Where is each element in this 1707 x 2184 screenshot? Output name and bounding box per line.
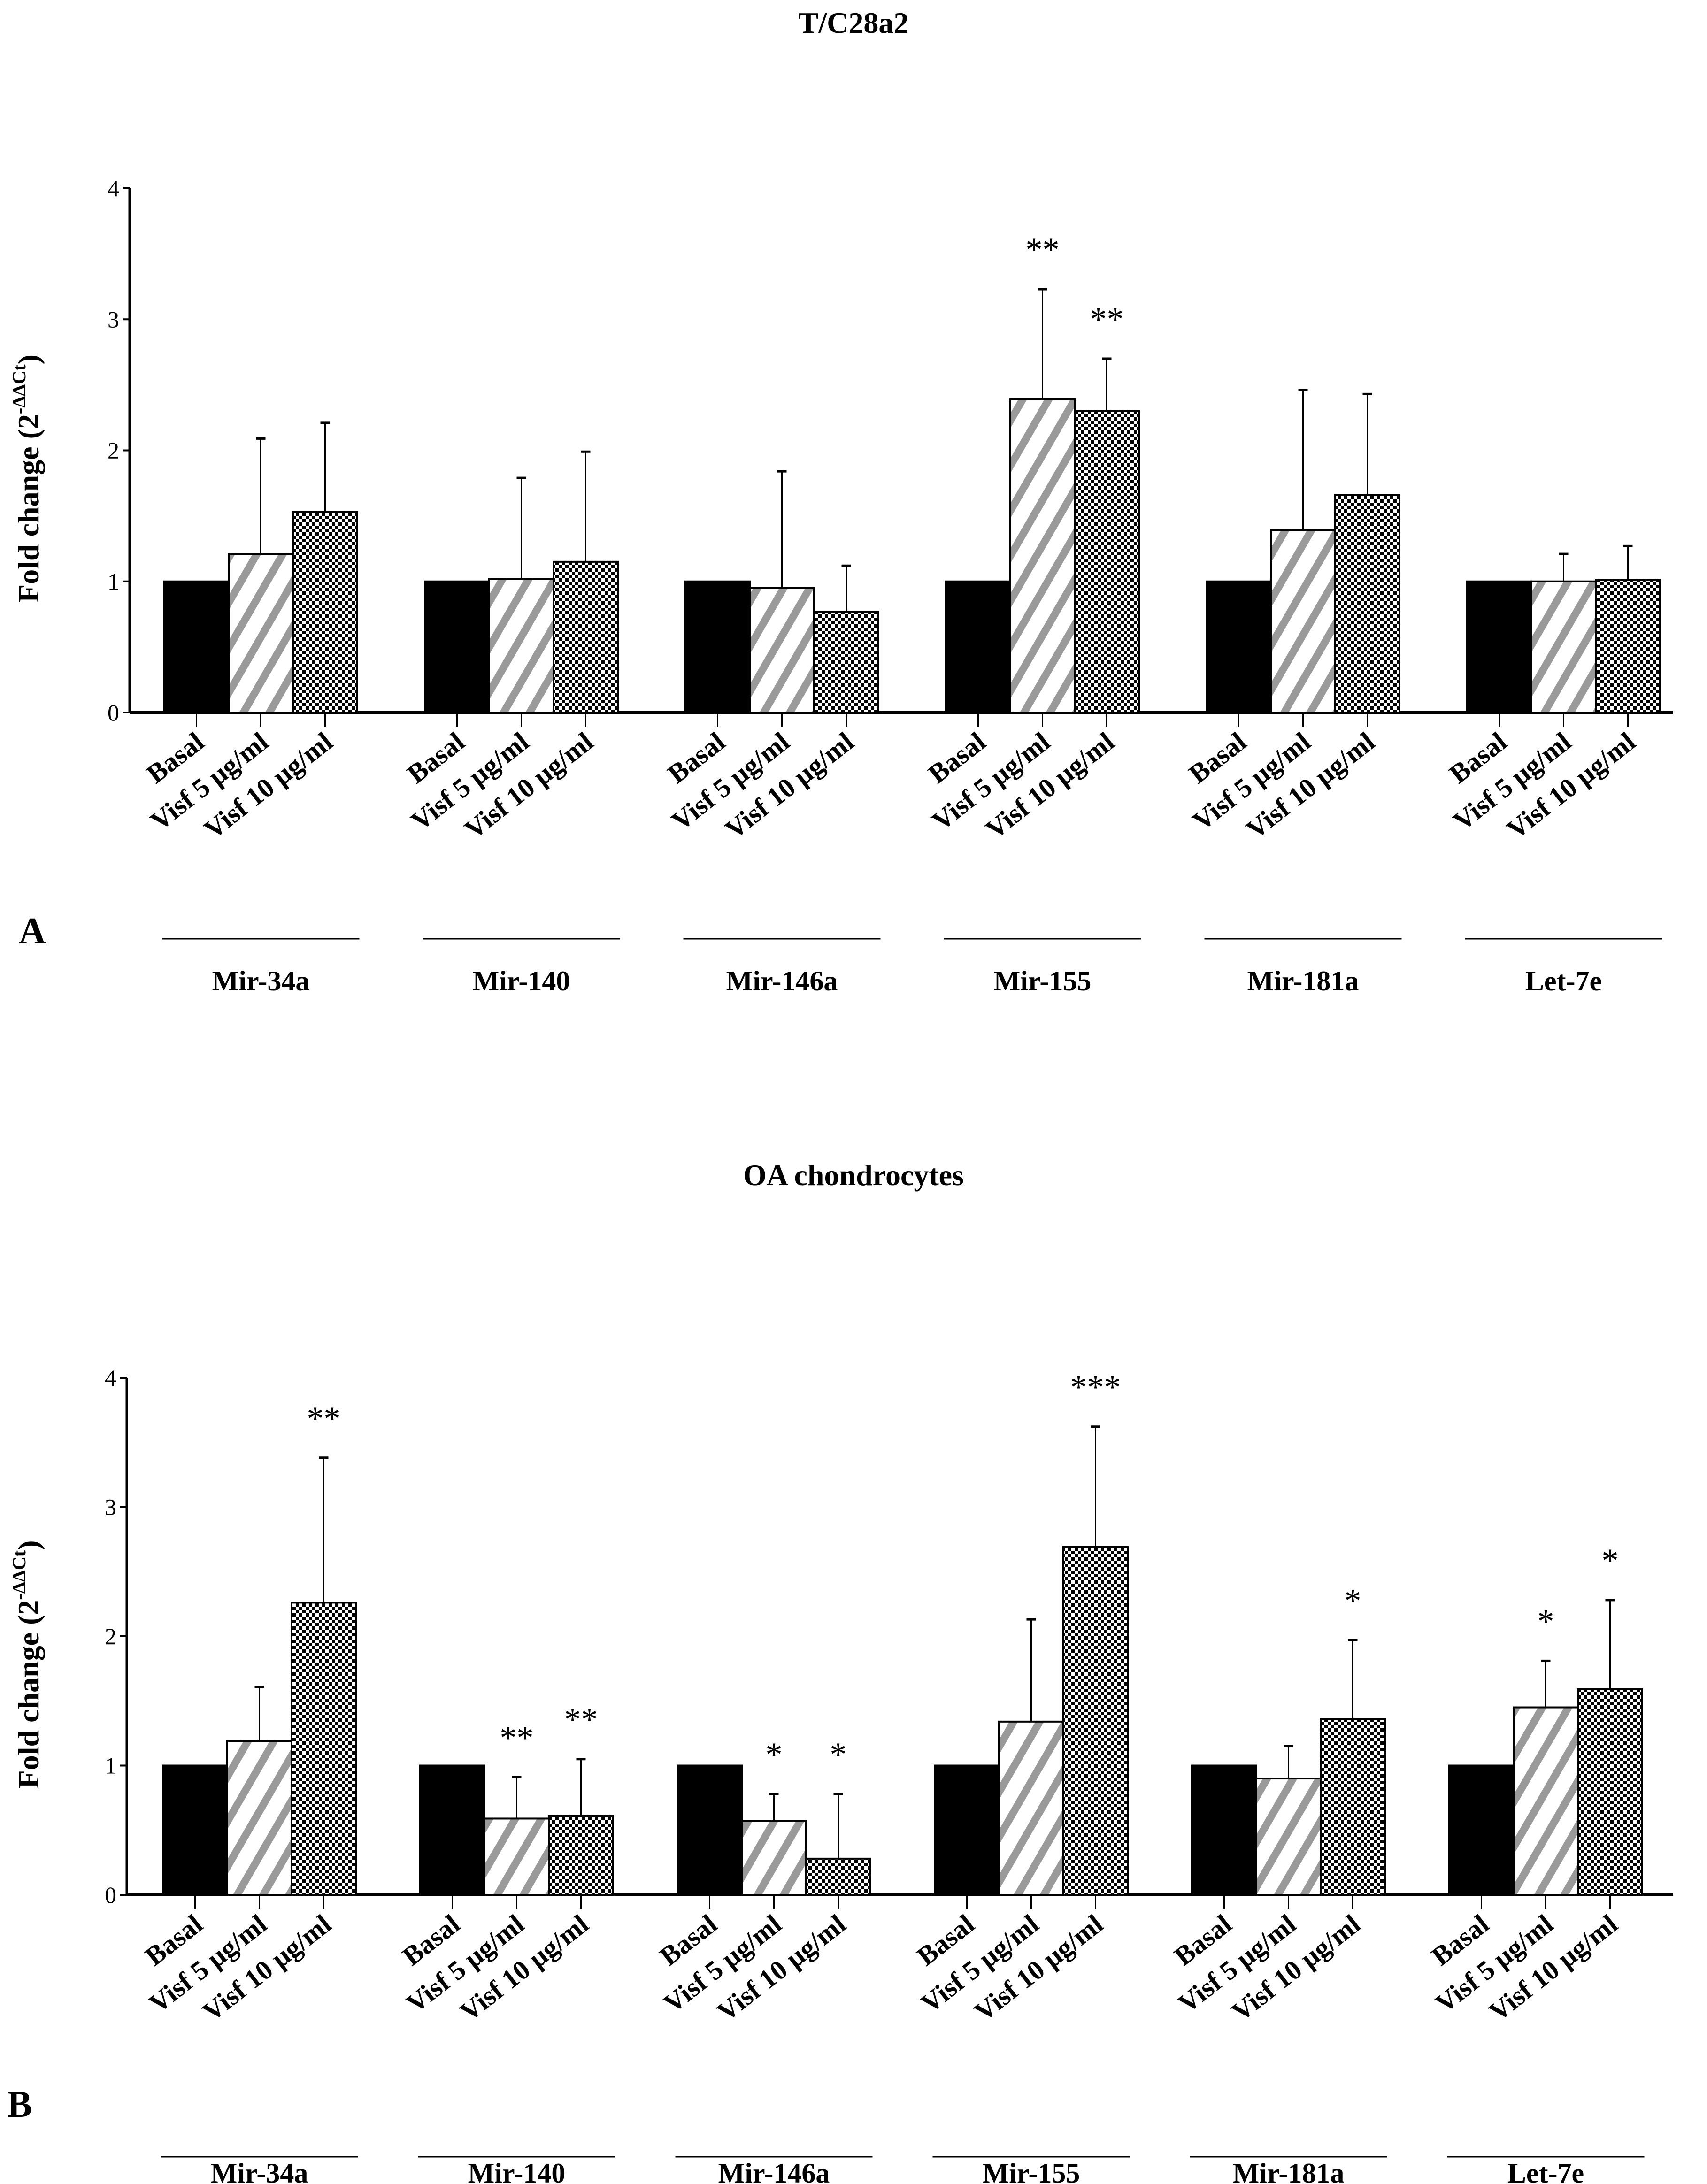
group-label: Mir-34a	[212, 966, 310, 996]
group-label: Mir-155	[994, 966, 1092, 996]
group-label: Mir-181a	[1247, 966, 1359, 996]
significance-marker: *	[1345, 1582, 1361, 1619]
bar	[998, 1720, 1064, 1896]
bar	[1448, 1764, 1515, 1896]
bar	[1009, 398, 1076, 713]
bar	[749, 587, 815, 714]
bar	[291, 1602, 357, 1896]
significance-marker: **	[500, 1719, 534, 1756]
bar	[1530, 580, 1597, 713]
bar	[677, 1764, 743, 1896]
bar	[1466, 580, 1532, 713]
significance-marker: *	[1602, 1542, 1619, 1579]
bar	[1513, 1706, 1579, 1896]
group-label: Mir-146a	[718, 2158, 830, 2184]
significance-marker: ***	[1070, 1369, 1121, 1406]
bar	[1320, 1718, 1386, 1896]
bar	[1270, 529, 1336, 714]
y-tick-label: 2	[108, 437, 119, 464]
significance-marker: *	[830, 1736, 847, 1773]
y-axis-label-superscript: -ΔΔCt	[8, 364, 30, 414]
group-label: Mir-155	[983, 2158, 1080, 2184]
y-axis-label-main: Fold change (2	[12, 1600, 45, 1789]
bar	[1062, 1546, 1129, 1896]
significance-marker: *	[1538, 1602, 1554, 1640]
bar	[488, 578, 554, 714]
chart-panel-a: T/C28a2 A 0 1 2 3 4 Fold change (2-ΔΔCt) BasalVi…	[8, 6, 1673, 996]
bar	[163, 580, 230, 713]
y-tick-label: 0	[108, 699, 119, 726]
bar	[684, 580, 751, 713]
bar	[1255, 1778, 1322, 1896]
group-label: Mir-146a	[726, 966, 838, 996]
bar	[228, 553, 294, 714]
panel-letter: A	[19, 911, 46, 952]
bar	[553, 560, 619, 714]
y-axis-label: Fold change (2-ΔΔCt)	[8, 1540, 45, 1789]
bar	[813, 610, 879, 714]
bar	[1577, 1688, 1643, 1896]
group-label: Mir-140	[473, 966, 570, 996]
significance-marker: **	[1090, 300, 1124, 338]
bar	[226, 1740, 292, 1896]
bar-group-mir-155: Basal**Visf 5 µg/ml**Visf 10 µg/mlMir-15…	[923, 231, 1141, 996]
bar	[805, 1857, 871, 1896]
bar	[1074, 410, 1140, 713]
bar	[419, 1764, 485, 1896]
bar	[484, 1817, 550, 1896]
bar	[1595, 579, 1661, 714]
group-label: Mir-140	[468, 2158, 566, 2184]
bar-group-mir-140: Basal**Visf 5 µg/ml**Visf 10 µg/mlMir-14…	[397, 1701, 615, 2184]
bar	[945, 580, 1011, 713]
y-tick-label: 3	[105, 1494, 116, 1520]
bar	[934, 1764, 1000, 1896]
bar	[1334, 494, 1400, 713]
chart-title: OA chondrocytes	[743, 1158, 964, 1192]
group-label: Mir-181a	[1233, 2158, 1345, 2184]
group-label: Let-7e	[1507, 2158, 1584, 2184]
y-tick-label: 1	[105, 1753, 116, 1779]
y-axis-label: Fold change (2-ΔΔCt)	[8, 354, 45, 603]
bar	[741, 1820, 807, 1896]
y-tick-label: 3	[108, 306, 119, 332]
y-tick-label: 0	[105, 1882, 116, 1908]
chart-title: T/C28a2	[799, 6, 909, 39]
y-axis-label-end: )	[12, 354, 45, 364]
y-tick-label: 4	[105, 1364, 116, 1391]
chart-panel-b: OA chondrocytes B 0 1 2 3 4 Fold change (2-ΔΔCt…	[7, 1158, 1673, 2184]
bar	[548, 1815, 614, 1896]
bar	[1206, 580, 1272, 713]
bar	[162, 1764, 228, 1896]
y-tick-label: 4	[108, 175, 119, 201]
y-axis-label-end: )	[12, 1540, 45, 1550]
bar	[292, 511, 358, 714]
y-axis-label-main: Fold change (2	[12, 414, 45, 603]
y-tick-label: 1	[108, 568, 119, 595]
significance-marker: **	[564, 1701, 598, 1739]
panel-letter: B	[7, 2084, 32, 2125]
y-tick-label: 2	[105, 1623, 116, 1649]
group-label: Let-7e	[1525, 966, 1602, 996]
significance-marker: *	[766, 1736, 783, 1773]
group-label: Mir-34a	[211, 2158, 308, 2184]
bar	[424, 580, 490, 713]
significance-marker: **	[307, 1400, 341, 1437]
significance-marker: **	[1026, 231, 1060, 268]
bar	[1191, 1764, 1257, 1896]
y-axis-label-superscript: -ΔΔCt	[8, 1550, 30, 1600]
